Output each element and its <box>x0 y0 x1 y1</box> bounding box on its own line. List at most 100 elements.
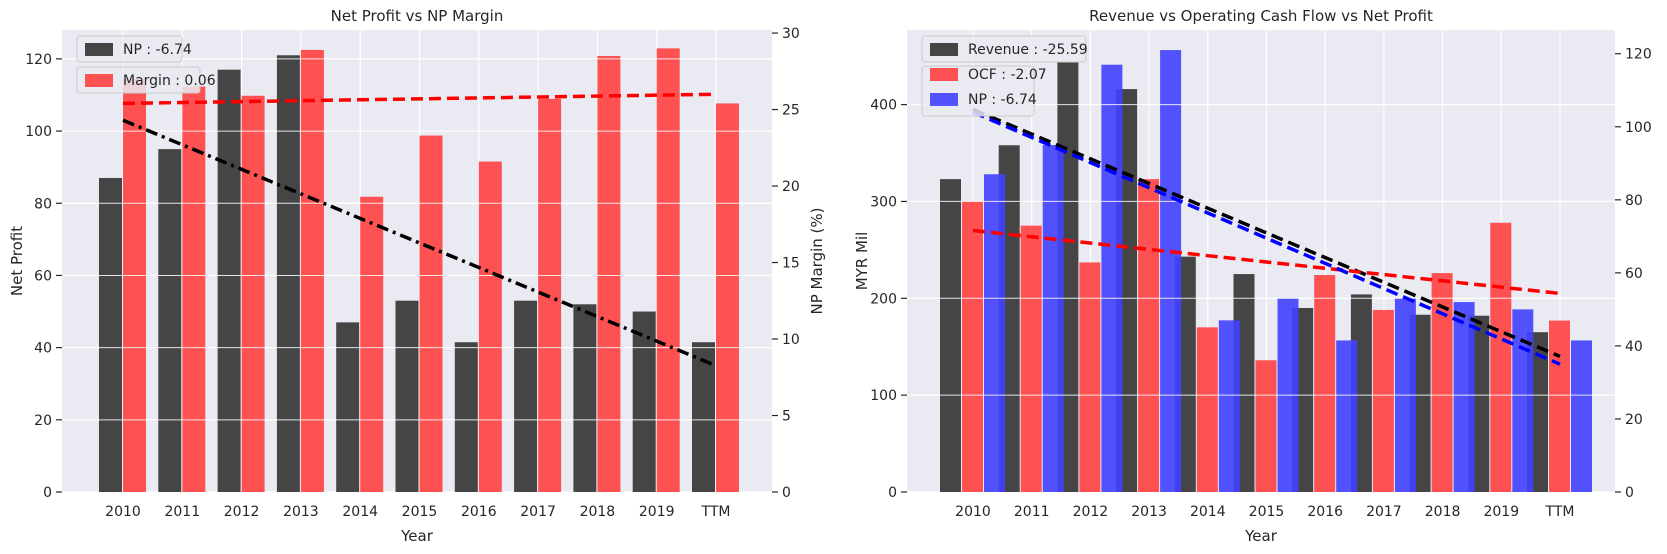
bar-ocf <box>1549 320 1570 492</box>
bar-np <box>514 300 538 492</box>
y2-tick-label: 0 <box>1625 485 1634 501</box>
bar-np <box>1336 340 1358 492</box>
y-tick-label: 20 <box>34 413 52 429</box>
y-axis-label: Net Profit <box>8 226 26 296</box>
bar-margin <box>182 86 206 492</box>
legend-label: NP : -6.74 <box>968 92 1037 108</box>
bar-np <box>632 311 656 492</box>
bar-margin <box>478 161 502 492</box>
bar-ocf <box>1020 225 1042 492</box>
x-axis-label: Year <box>400 527 434 545</box>
legend-swatch <box>930 43 958 56</box>
y2-tick-label: 10 <box>782 332 800 348</box>
y2-tick-label: 60 <box>1625 266 1643 282</box>
bar-np <box>692 342 715 492</box>
x-tick-label: 2012 <box>1073 504 1109 520</box>
bar-margin <box>123 78 146 492</box>
y-axis-label: MYR Mil <box>853 232 871 291</box>
legend-swatch <box>85 74 113 87</box>
bar-np <box>1453 302 1475 492</box>
legend-swatch <box>930 93 958 106</box>
y2-tick-label: 0 <box>782 485 791 501</box>
y-tick-label: 40 <box>34 341 52 357</box>
bar-np <box>573 304 597 492</box>
y-tick-label: 0 <box>888 485 897 501</box>
bar-np <box>1218 320 1240 492</box>
x-tick-label: 2010 <box>105 504 141 520</box>
bar-np <box>217 69 241 492</box>
x-tick-label: 2010 <box>955 504 991 520</box>
x-tick-label: 2015 <box>1249 504 1285 520</box>
y-tick-label: 100 <box>870 388 897 404</box>
x-tick-label: 2011 <box>1014 504 1050 520</box>
trendline <box>122 92 717 106</box>
bar-ocf <box>1138 179 1160 492</box>
bar-np <box>1042 145 1064 493</box>
bar-np <box>454 342 478 492</box>
legend-label: NP : -6.74 <box>123 42 192 58</box>
trendline <box>972 228 1561 296</box>
legend-label: OCF : -2.07 <box>968 67 1047 83</box>
bar-ocf <box>1372 309 1394 492</box>
bar-np <box>336 322 360 492</box>
x-tick-label: 2015 <box>402 504 438 520</box>
y-tick-label: 300 <box>870 194 897 210</box>
y2-tick-label: 120 <box>1625 47 1652 63</box>
bar-ocf <box>1255 360 1277 492</box>
y2-tick-label: 40 <box>1625 339 1643 355</box>
x-tick-label: 2013 <box>283 504 319 520</box>
x-tick-label: 2016 <box>1307 504 1343 520</box>
bar-np <box>1571 340 1592 492</box>
y2-tick-label: 15 <box>782 256 800 272</box>
legend-label: Revenue : -25.59 <box>968 42 1088 58</box>
y-tick-label: 0 <box>43 485 52 501</box>
x-tick-label: 2012 <box>224 504 260 520</box>
bar-margin <box>300 49 324 492</box>
bar-ocf <box>1079 262 1101 492</box>
x-tick-label: TTM <box>1545 504 1575 520</box>
x-tick-label: 2011 <box>164 504 200 520</box>
bar-np <box>395 300 419 492</box>
x-tick-label: 2014 <box>1190 504 1226 520</box>
trendline <box>972 107 1561 359</box>
y-tick-label: 400 <box>870 98 897 114</box>
y2-tick-label: 20 <box>1625 412 1643 428</box>
bar-np <box>276 55 300 492</box>
y2-tick-label: 5 <box>782 409 791 425</box>
bar-np <box>1101 64 1123 493</box>
legend-swatch <box>85 43 113 56</box>
y2-tick-label: 80 <box>1625 193 1643 209</box>
chart-title: Net Profit vs NP Margin <box>331 7 504 25</box>
bar-margin <box>241 95 265 492</box>
y2-tick-label: 100 <box>1625 120 1652 136</box>
y-tick-label: 200 <box>870 291 897 307</box>
bar-np <box>99 177 122 492</box>
bar-ocf <box>1490 222 1512 493</box>
bar-np <box>158 149 182 492</box>
bar-np <box>1160 50 1182 493</box>
y2-tick-label: 20 <box>782 179 800 195</box>
y-tick-label: 120 <box>25 52 52 68</box>
bar-ocf <box>1431 273 1453 492</box>
y-tick-label: 60 <box>34 268 52 284</box>
bar-margin <box>360 196 384 492</box>
y2-tick-label: 30 <box>782 26 800 42</box>
legend-box <box>921 35 1087 63</box>
x-tick-label: TTM <box>701 504 731 520</box>
x-axis-label: Year <box>1244 527 1278 545</box>
x-tick-label: 2016 <box>461 504 497 520</box>
x-tick-label: 2014 <box>342 504 378 520</box>
bar-margin <box>597 56 621 492</box>
y2-tick-label: 25 <box>782 103 800 119</box>
legend-swatch <box>930 68 958 81</box>
x-tick-label: 2013 <box>1131 504 1167 520</box>
chart-title: Revenue vs Operating Cash Flow vs Net Pr… <box>1089 7 1433 25</box>
legend-label: Margin : 0.06 <box>123 73 216 89</box>
bar-ocf <box>1314 275 1336 492</box>
bar-ocf <box>962 201 983 492</box>
bar-margin <box>419 135 443 493</box>
bar-margin <box>716 103 739 492</box>
x-tick-label: 2018 <box>580 504 616 520</box>
